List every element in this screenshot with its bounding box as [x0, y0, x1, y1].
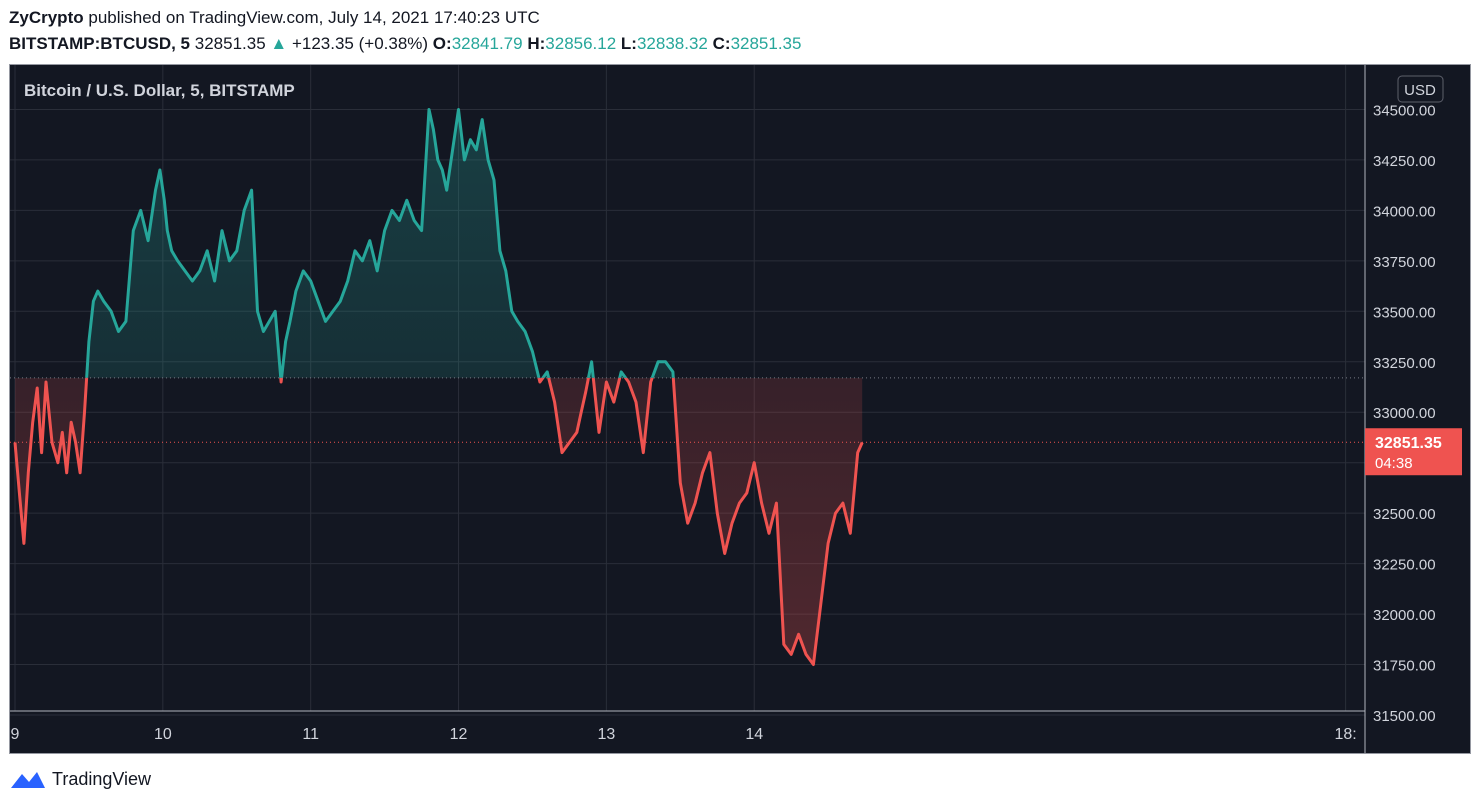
- x-tick-label-3: 12: [450, 726, 468, 743]
- price-line-above-baseline: [85, 108, 675, 378]
- y-tick-label-12: 34500.00: [1373, 102, 1436, 119]
- current-price-label: 32851.35: [1375, 435, 1442, 452]
- y-tick-label-7: 33250.00: [1373, 355, 1436, 372]
- low-value: 32838.32: [636, 34, 708, 53]
- y-tick-label-6: 33000.00: [1373, 405, 1436, 422]
- y-tick-label-4: 32500.00: [1373, 506, 1436, 523]
- ohlc-bar: BITSTAMP:BTCUSD, 5 32851.35 ▲ +123.35 (+…: [9, 34, 801, 54]
- y-tick-label-3: 32250.00: [1373, 557, 1436, 574]
- price-chart[interactable]: 31500.00 31750.00 32000.00 32250.00 32500.00…: [10, 65, 1470, 753]
- footer: TradingView: [10, 768, 151, 790]
- x-tick-label-0: 9: [11, 726, 20, 743]
- last-price: 32851.35: [194, 34, 266, 53]
- high-label: H:: [527, 34, 546, 53]
- y-tick-label-2: 32000.00: [1373, 607, 1436, 624]
- countdown-label: 04:38: [1375, 455, 1413, 472]
- high-value: 32856.12: [545, 34, 617, 53]
- area-fill-above-baseline: [15, 109, 863, 378]
- current-price-tag: [1365, 428, 1462, 476]
- x-tick-label-5: 14: [745, 726, 763, 743]
- close-label: C:: [712, 34, 731, 53]
- currency-box: [1397, 75, 1444, 103]
- close-value: 32851.35: [730, 34, 802, 53]
- x-tick-label-4: 13: [597, 726, 615, 743]
- y-tick-label-11: 34250.00: [1373, 153, 1436, 170]
- open-value: 32841.79: [451, 34, 523, 53]
- footer-brand: TradingView: [52, 768, 152, 789]
- change-arrow: ▲: [270, 34, 288, 53]
- y-tick-label-10: 34000.00: [1373, 203, 1436, 220]
- chart-panel[interactable]: 31500.00 31750.00 32000.00 32250.00 32500.00…: [9, 64, 1471, 754]
- y-tick-label-0: 31500.00: [1373, 708, 1436, 725]
- published-text: published on TradingView.com, July 14, 2…: [88, 8, 540, 27]
- low-label: L:: [620, 34, 637, 53]
- currency-label: USD: [1404, 82, 1436, 99]
- price-line-below-baseline: [13, 377, 864, 666]
- x-tick-label-2: 11: [302, 726, 319, 743]
- chart-title: Bitcoin / U.S. Dollar, 5, BITSTAMP: [24, 81, 295, 100]
- tradingview-logo-icon: [11, 772, 45, 788]
- area-fill-below-baseline: [15, 377, 863, 665]
- publisher-name: ZyCrypto: [9, 8, 84, 27]
- y-tick-label-1: 31750.00: [1373, 658, 1436, 675]
- open-label: O:: [432, 34, 452, 53]
- y-tick-label-8: 33500.00: [1373, 304, 1436, 321]
- symbol-label: BITSTAMP:BTCUSD, 5: [9, 34, 191, 53]
- x-tick-label-1: 10: [154, 726, 172, 743]
- y-tick-label-9: 33750.00: [1373, 254, 1436, 271]
- publish-info: ZyCrypto published on TradingView.com, J…: [9, 8, 540, 28]
- x-tick-label-6: 18:: [1334, 726, 1356, 743]
- change-value: +123.35 (+0.38%): [291, 34, 429, 53]
